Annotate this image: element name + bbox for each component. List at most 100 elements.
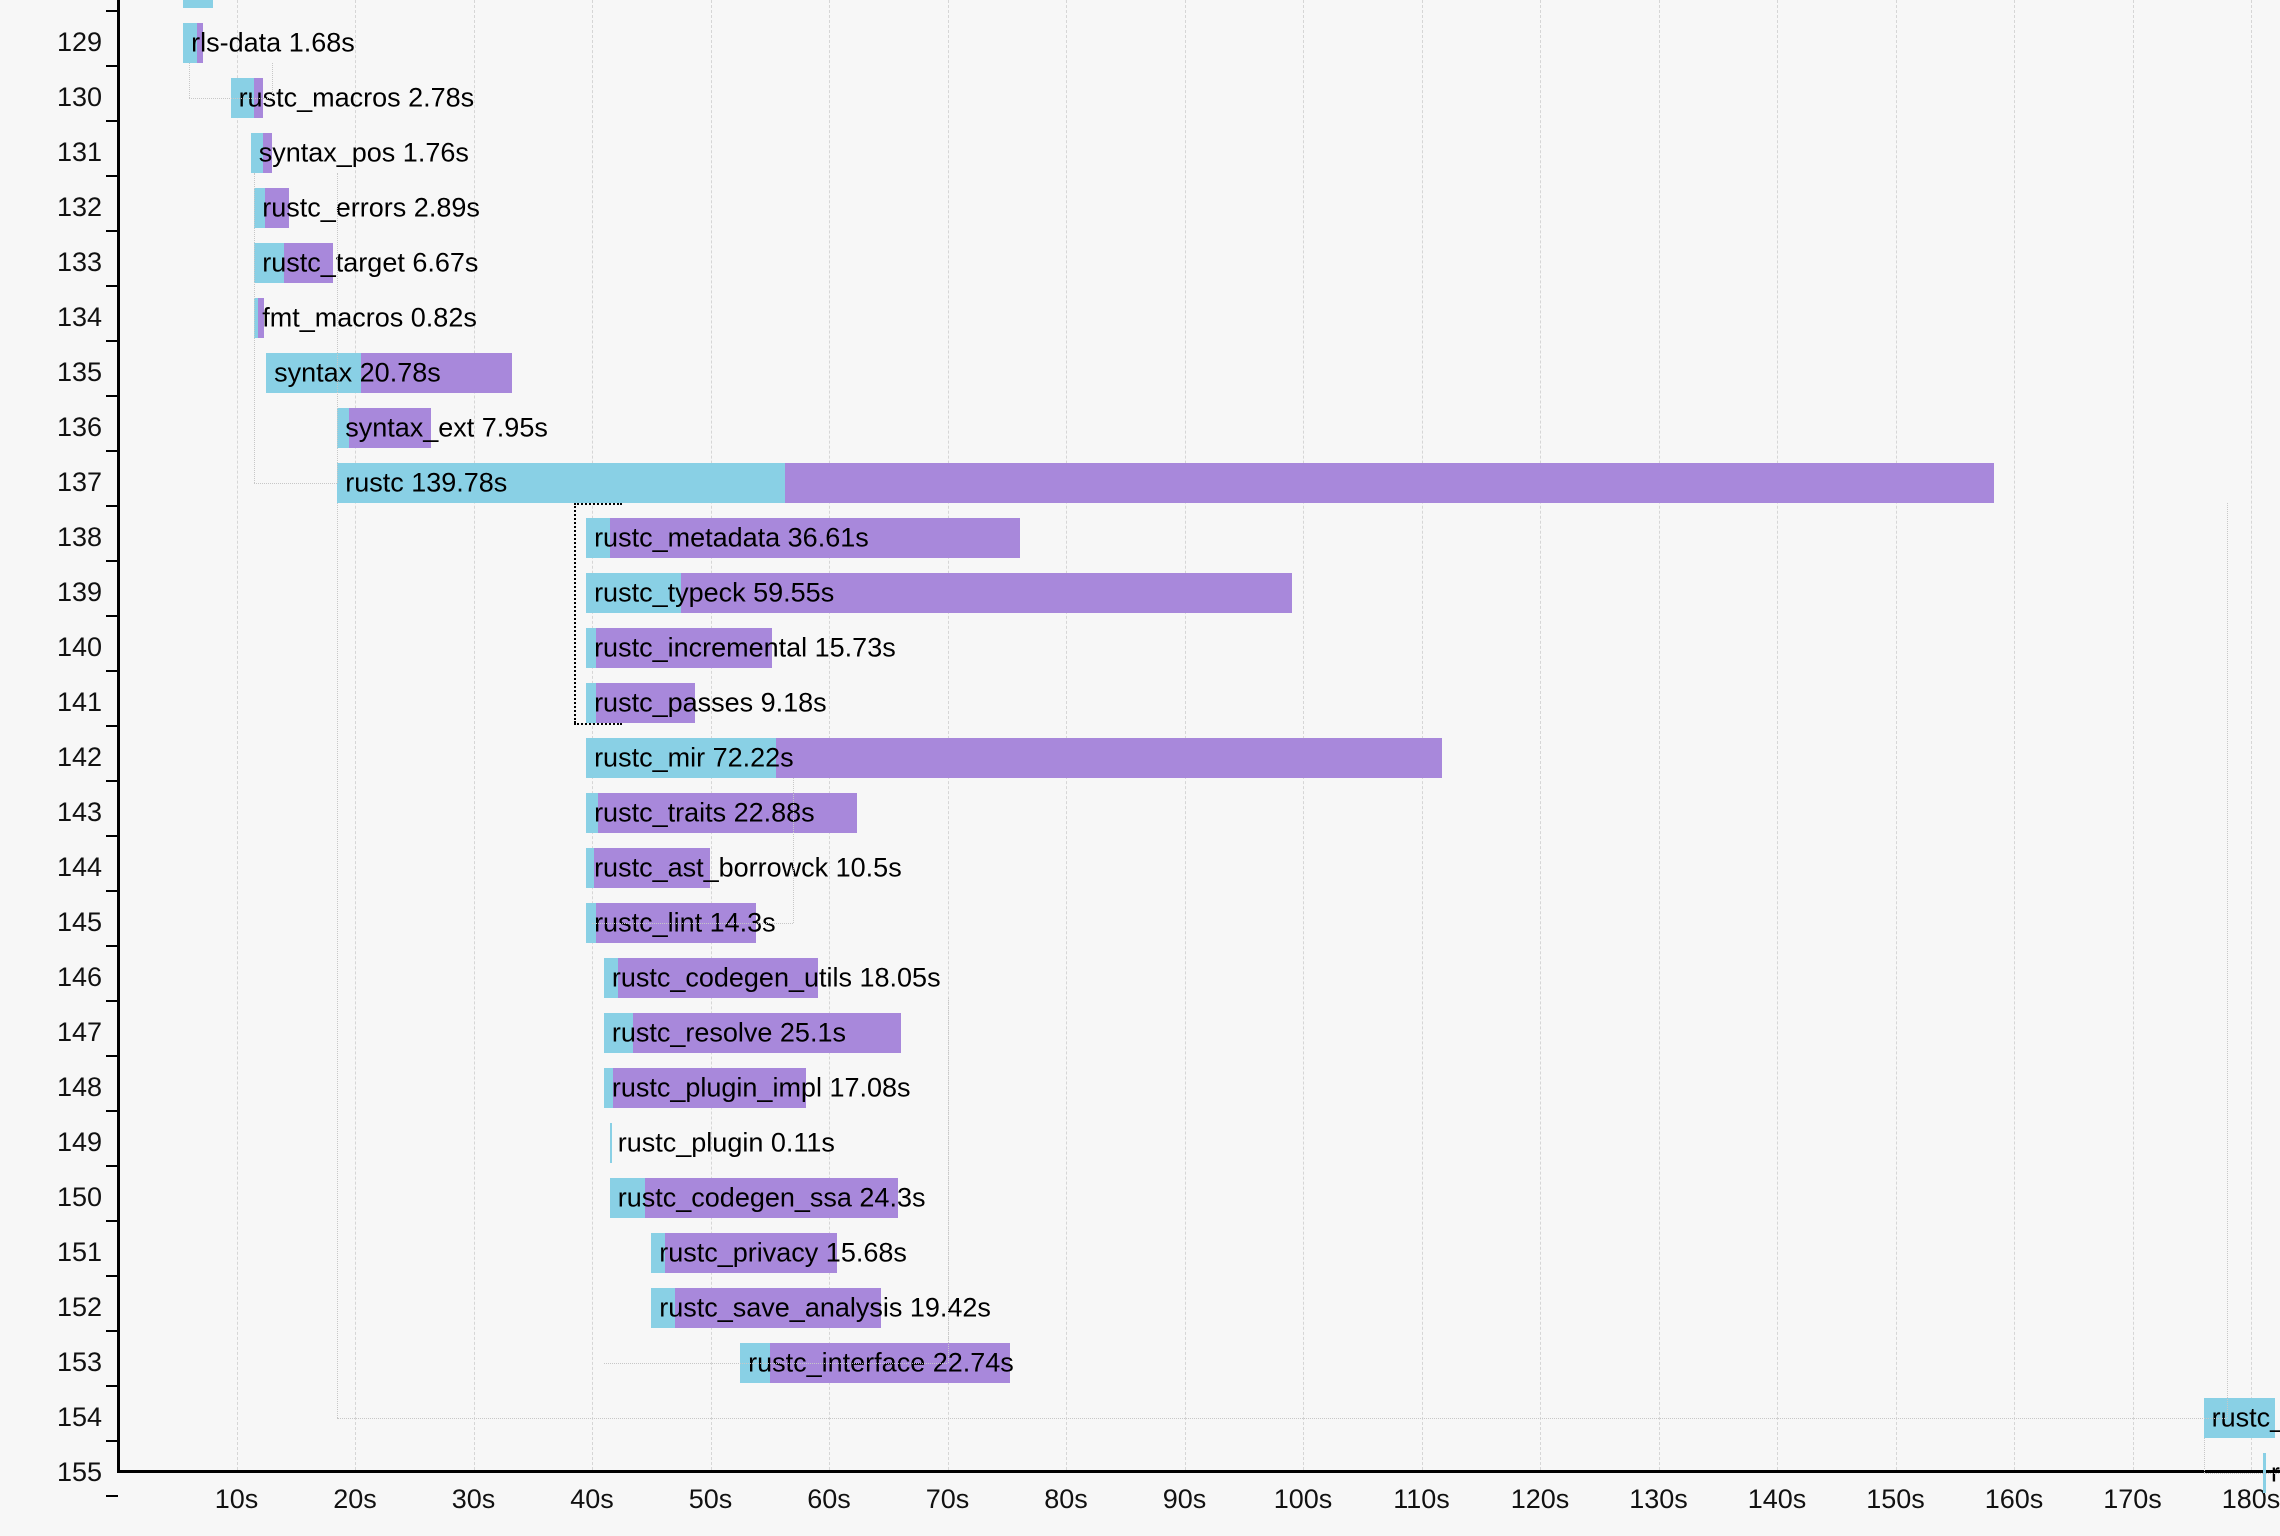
- y-tick: [106, 1055, 118, 1057]
- gantt-bar[interactable]: rustc_save_analysis 19.42s: [651, 1288, 881, 1328]
- gantt-bar[interactable]: rustc_incremental 15.73s: [586, 628, 772, 668]
- bar-phase-compile: [251, 133, 263, 173]
- bar-phase-compile: [610, 1178, 646, 1218]
- y-tick: [106, 560, 118, 562]
- gantt-bar[interactable]: rustc_resolve 25.1s: [604, 1013, 901, 1053]
- row-index-label: 130: [0, 82, 102, 113]
- gantt-bar[interactable]: rustc_errors 2.89s: [254, 188, 288, 228]
- y-tick: [106, 615, 118, 617]
- row-index-label: 134: [0, 302, 102, 333]
- bar-phase-codegen: [594, 848, 710, 888]
- dep-critical-h: [574, 503, 621, 505]
- gantt-bar[interactable]: rustc_macros 2.78s: [231, 78, 264, 118]
- x-tick-label: 110s: [1393, 1484, 1450, 1515]
- x-gridline: [1303, 0, 1304, 1470]
- bar-label: syntax_pos 1.76s: [259, 137, 469, 168]
- gantt-bar[interactable]: rustc_ast_borrowck 10.5s: [586, 848, 710, 888]
- bar-phase-codegen: [613, 1068, 806, 1108]
- bar-phase-codegen: [596, 683, 695, 723]
- gantt-chart: 10s20s30s40s50s60s70s80s90s100s110s120s1…: [0, 0, 2280, 1536]
- gantt-bar[interactable]: rustc_target 6.67s: [254, 243, 333, 283]
- y-tick: [106, 395, 118, 397]
- row-index-label: 145: [0, 907, 102, 938]
- bar-phase-compile: [610, 1123, 612, 1163]
- bar-phase-codegen: [785, 463, 1994, 503]
- gantt-bar[interactable]: rustc_plugin_impl 17.08s: [604, 1068, 806, 1108]
- gantt-bar[interactable]: rustc_mir 72.22s: [586, 738, 1442, 778]
- dep-critical-h: [574, 723, 621, 725]
- bar-phase-compile: [604, 958, 618, 998]
- bar-phase-compile: [586, 573, 681, 613]
- bar-phase-compile: [254, 243, 284, 283]
- gantt-bar[interactable]: rustc_codegen_ssa 24.3s: [610, 1178, 898, 1218]
- gantt-bar[interactable]: rustc_lint 14.3s: [586, 903, 755, 943]
- row-index-label: 149: [0, 1127, 102, 1158]
- gantt-bar[interactable]: rustc_privacy 15.68s: [651, 1233, 837, 1273]
- x-tick-label: 70s: [926, 1484, 970, 1515]
- bar-phase-codegen: [197, 23, 203, 63]
- x-tick-label: 140s: [1748, 1484, 1807, 1515]
- row-index-label: 153: [0, 1347, 102, 1378]
- gantt-bar[interactable]: syntax 20.78s: [266, 353, 512, 393]
- y-tick: [106, 1165, 118, 1167]
- gantt-bar[interactable]: rustc_interface 22.74s: [740, 1343, 1009, 1383]
- bar-phase-codegen: [284, 243, 333, 283]
- row-index-label: 154: [0, 1402, 102, 1433]
- bar-phase-codegen: [645, 1178, 897, 1218]
- y-tick: [106, 1110, 118, 1112]
- row-index-label: 136: [0, 412, 102, 443]
- bar-phase-compile: [231, 78, 255, 118]
- gantt-bar[interactable]: syntax_ext 7.95s: [337, 408, 431, 448]
- gantt-bar[interactable]: rustc_codegen_utils 18.05s: [604, 958, 818, 998]
- y-tick: [106, 505, 118, 507]
- dep-guide-v: [2204, 1438, 2205, 1473]
- gantt-bar[interactable]: syntax_pos 1.76s: [251, 133, 272, 173]
- bar-phase-codegen: [665, 1233, 837, 1273]
- bar-phase-compile: [586, 903, 595, 943]
- gantt-bar[interactable]: rustc 139.78s: [337, 463, 1993, 503]
- x-gridline: [1066, 0, 1067, 1470]
- row-index-label: 146: [0, 962, 102, 993]
- dep-guide-h: [337, 1418, 2227, 1419]
- row-index-label: 132: [0, 192, 102, 223]
- gantt-bar[interactable]: rls-data 1.68s: [183, 23, 203, 63]
- x-tick-label: 50s: [689, 1484, 733, 1515]
- y-tick: [106, 120, 118, 122]
- y-tick: [106, 1275, 118, 1277]
- gantt-bar[interactable]: rustc: [2263, 1453, 2267, 1493]
- gantt-bar[interactable]: rustc_typeck 59.55s: [586, 573, 1292, 613]
- row-index-label: 144: [0, 852, 102, 883]
- bar-phase-compile: [740, 1343, 770, 1383]
- x-tick-label: 120s: [1511, 1484, 1570, 1515]
- y-tick: [106, 1495, 118, 1497]
- gantt-bar[interactable]: rustc_metadata 36.61s: [586, 518, 1020, 558]
- gantt-bar[interactable]: rustc_plugin 0.11s: [610, 1123, 612, 1163]
- gantt-bar[interactable]: rustc_driver: [2204, 1398, 2275, 1438]
- y-tick: [106, 340, 118, 342]
- gantt-bar[interactable]: rustc_traits 22.88s: [586, 793, 857, 833]
- y-tick: [106, 65, 118, 67]
- bar-phase-codegen: [633, 1013, 901, 1053]
- gantt-bar[interactable]: fmt_macros 0.82s: [254, 298, 264, 338]
- y-tick: [106, 1220, 118, 1222]
- gantt-bar[interactable]: [183, 0, 213, 8]
- bar-phase-compile: [2204, 1398, 2275, 1438]
- bar-phase-compile: [604, 1013, 634, 1053]
- x-gridline: [474, 0, 475, 1470]
- bar-phase-compile: [183, 23, 197, 63]
- row-index-label: 152: [0, 1292, 102, 1323]
- x-tick-label: 30s: [452, 1484, 496, 1515]
- x-gridline: [592, 0, 593, 1470]
- row-index-label: 141: [0, 687, 102, 718]
- row-index-label: 150: [0, 1182, 102, 1213]
- gantt-bar[interactable]: rustc_passes 9.18s: [586, 683, 695, 723]
- bar-phase-codegen: [675, 1288, 881, 1328]
- y-tick: [106, 1000, 118, 1002]
- bar-phase-codegen: [596, 903, 756, 943]
- x-gridline: [2251, 0, 2252, 1470]
- dep-guide-h: [254, 483, 337, 484]
- x-tick-label: 80s: [1044, 1484, 1088, 1515]
- x-tick-label: 40s: [570, 1484, 614, 1515]
- bar-label: rustc_plugin 0.11s: [618, 1127, 835, 1158]
- x-gridline: [1896, 0, 1897, 1470]
